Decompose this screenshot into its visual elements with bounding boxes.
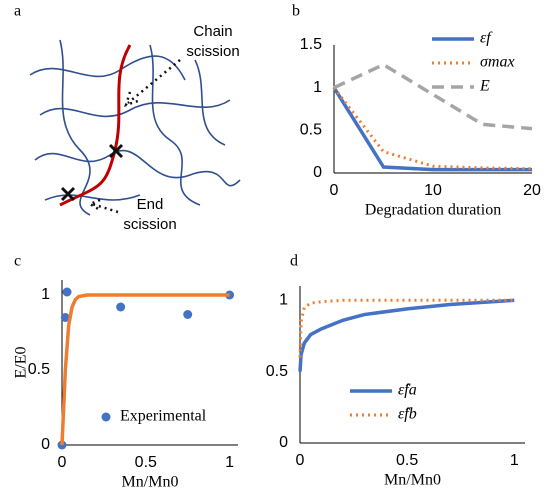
- x-tick-label: 10: [424, 182, 442, 199]
- legend-label: Experimental: [120, 408, 207, 425]
- panel-label: d: [290, 253, 298, 270]
- series-line: [298, 298, 515, 372]
- x-tick-label: 1: [510, 452, 519, 469]
- scission-marks: [60, 143, 124, 202]
- arrows: [87, 59, 181, 214]
- x-tick-label: 1: [225, 454, 234, 471]
- annotation: Chain scission: [186, 23, 240, 60]
- data-point: [116, 302, 126, 312]
- x-tick-label: 0: [296, 452, 305, 469]
- x-tick-label: 0.5: [135, 454, 157, 471]
- series-line: [332, 86, 532, 172]
- series-line: [333, 62, 533, 131]
- y-axis-label: E/E0: [13, 347, 30, 379]
- legend-label: ε̂fb: [398, 406, 417, 423]
- y-tick-label: 0.5: [300, 122, 322, 139]
- x-tick-label: 0.5: [396, 452, 418, 469]
- polymer-chains: [29, 39, 241, 216]
- y-tick-label: 0.5: [28, 361, 50, 378]
- y-tick-label: 0: [313, 164, 322, 181]
- y-tick-label: 0.5: [266, 363, 288, 380]
- legend-label: ε̂fa: [398, 382, 417, 399]
- legend-label: σmax: [480, 54, 515, 71]
- x-axis-label: Mn/Mn0: [384, 472, 441, 489]
- y-tick-label: 0: [41, 436, 50, 453]
- legend-label: E: [479, 78, 490, 95]
- series-line: [298, 298, 515, 358]
- data-point: [183, 310, 193, 319]
- series-line: [332, 86, 533, 171]
- panel-label: a: [14, 3, 21, 20]
- panel-label: c: [14, 253, 21, 270]
- broken-chain: [59, 44, 132, 207]
- annotation: End scission: [123, 196, 177, 233]
- panel-label: b: [292, 3, 300, 20]
- series-line: [60, 293, 230, 446]
- y-tick-label: 1: [279, 291, 288, 308]
- y-tick-label: 1: [41, 286, 50, 303]
- x-axis-label: Degradation duration: [365, 202, 501, 219]
- legend-marker: [101, 412, 111, 422]
- x-tick-label: 20: [523, 182, 541, 199]
- y-tick-label: 1: [313, 79, 322, 96]
- data-point: [62, 287, 72, 297]
- legend-label: εf: [480, 30, 493, 47]
- y-tick-label: 0: [279, 434, 288, 451]
- data-point: [60, 313, 70, 322]
- x-axis-label: Mn/Mn0: [122, 474, 179, 491]
- x-tick-label: 0: [58, 454, 67, 471]
- x-tick-label: 0: [330, 182, 339, 199]
- y-tick-label: 1.5: [300, 36, 322, 53]
